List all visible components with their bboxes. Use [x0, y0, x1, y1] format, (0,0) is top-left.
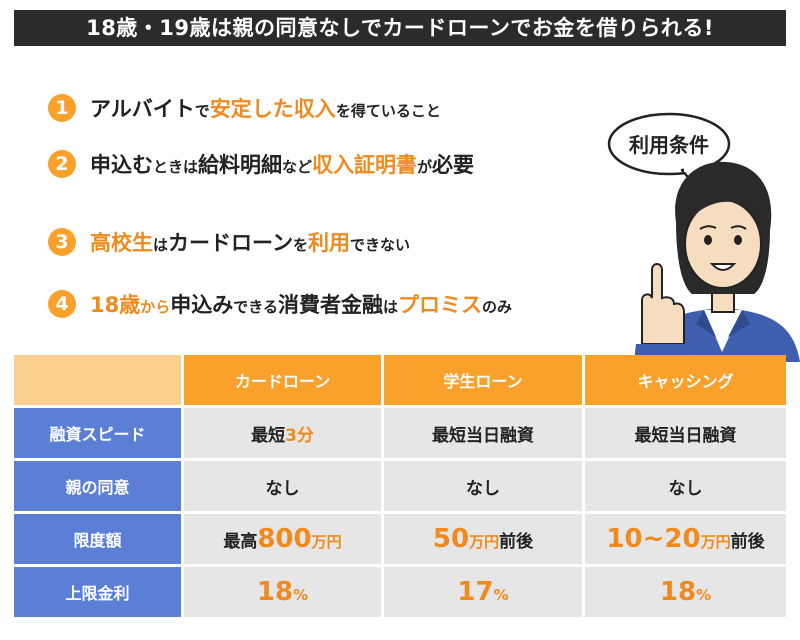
condition-number: 1	[48, 94, 76, 122]
condition-segment: 収入証明書	[312, 153, 418, 177]
cell-text: 最短	[251, 425, 286, 446]
cell-text: 万円	[469, 533, 500, 551]
condition-segment: 安定した収入	[209, 97, 336, 121]
table-cell: 17%	[384, 567, 585, 617]
condition-segment: のみ	[481, 298, 512, 316]
condition-segment: 高校生	[90, 231, 153, 255]
table-cell: 18%	[184, 567, 384, 617]
table-row: 限度額 最高800万円 50万円前後 10~20万円前後	[14, 514, 786, 567]
condition-segment: で	[194, 102, 210, 120]
cell-text: 10~20	[606, 524, 701, 554]
condition-segment: を	[292, 236, 308, 254]
cell-text: 最短当日融資	[432, 425, 534, 446]
condition-text: アルバイトで安定した収入を得ていること	[90, 93, 441, 123]
condition-segment: など	[282, 158, 313, 176]
table-cell: 18%	[585, 567, 786, 617]
table-cell: 最短3分	[184, 408, 384, 461]
table-cell: 50万円前後	[384, 514, 585, 567]
cell-text: 18	[256, 577, 294, 607]
banner-title: 18歳・19歳は親の同意なしでカードローンでお金を借りられる!	[14, 10, 786, 46]
cell-text: 800	[257, 524, 312, 554]
comparison-table: カードローン 学生ローン キャッシング 融資スピード 最短3分 最短当日融資 最…	[14, 355, 786, 617]
cell-text: なし	[265, 478, 300, 499]
cell-text: 万円	[311, 533, 342, 551]
table-cell: なし	[585, 461, 786, 514]
cell-text: 3分	[285, 425, 314, 446]
condition-text: 高校生はカードローンを利用できない	[90, 227, 410, 257]
condition-segment: 消費者金融	[277, 293, 383, 317]
condition-segment: を得ていること	[335, 102, 441, 120]
condition-segment: ときは	[153, 158, 199, 176]
cell-text: 最高	[223, 532, 258, 552]
bubble-label: 利用条件	[629, 132, 709, 157]
woman-pointing-icon	[607, 112, 800, 362]
row-header: 限度額	[14, 514, 184, 567]
cell-text: %	[493, 586, 509, 604]
table-cell: 10~20万円前後	[585, 514, 786, 567]
condition-item-3: 3 高校生はカードローンを利用できない	[48, 222, 410, 262]
row-header: 上限金利	[14, 567, 184, 617]
condition-segment: は	[382, 298, 398, 316]
condition-item-4: 4 18歳から申込みできる消費者金融はプロミスのみ	[48, 284, 512, 324]
table-cell: 最短当日融資	[585, 408, 786, 461]
cell-text: なし	[668, 478, 703, 499]
table-cell: 最短当日融資	[384, 408, 585, 461]
condition-number: 3	[48, 228, 76, 256]
cell-text: 前後	[730, 532, 765, 552]
column-header: キャッシング	[585, 355, 786, 408]
table-cell: なし	[184, 461, 384, 514]
condition-segment: が	[417, 158, 433, 176]
cell-text: 万円	[700, 533, 731, 551]
table-row: 上限金利 18% 17% 18%	[14, 567, 786, 617]
table-cell: 最高800万円	[184, 514, 384, 567]
cell-text: %	[293, 586, 309, 604]
presenter-illustration: 利用条件	[604, 112, 800, 362]
condition-segment: プロミス	[397, 293, 482, 317]
row-header: 親の同意	[14, 461, 184, 514]
condition-segment: は	[153, 236, 169, 254]
table-corner	[14, 355, 184, 408]
cell-text: 50	[432, 524, 470, 554]
table-cell: なし	[384, 461, 585, 514]
column-header: 学生ローン	[384, 355, 585, 408]
cell-text: 最短当日融資	[634, 425, 737, 446]
table-row: 親の同意 なし なし なし	[14, 461, 786, 514]
condition-segment: から	[140, 298, 171, 316]
condition-segment: 利用	[307, 231, 350, 255]
table-row: 融資スピード 最短3分 最短当日融資 最短当日融資	[14, 408, 786, 461]
condition-segment: アルバイト	[90, 97, 195, 121]
condition-segment: 給料明細	[198, 153, 283, 177]
condition-text: 申込むときは給料明細など収入証明書が必要	[90, 149, 474, 179]
column-header: カードローン	[184, 355, 384, 408]
cell-text: %	[696, 586, 712, 604]
row-header: 融資スピード	[14, 408, 184, 461]
condition-segment: できない	[349, 236, 410, 254]
condition-segment: 申込み	[170, 293, 234, 317]
condition-segment: できる	[233, 298, 278, 316]
condition-segment: カードローン	[168, 231, 293, 255]
condition-number: 4	[48, 290, 76, 318]
condition-item-2: 2 申込むときは給料明細など収入証明書が必要	[48, 144, 474, 184]
condition-number: 2	[48, 150, 76, 178]
condition-segment: 必要	[432, 153, 475, 177]
condition-segment: 申込む	[90, 153, 153, 177]
condition-text: 18歳から申込みできる消費者金融はプロミスのみ	[90, 289, 512, 319]
table-header-row: カードローン 学生ローン キャッシング	[14, 355, 786, 408]
cell-text: 17	[457, 577, 494, 607]
cell-text: 18	[659, 577, 697, 607]
cell-text: 前後	[499, 532, 534, 552]
condition-segment: 18歳	[90, 293, 141, 317]
condition-item-1: 1 アルバイトで安定した収入を得ていること	[48, 88, 441, 128]
cell-text: なし	[466, 478, 500, 499]
